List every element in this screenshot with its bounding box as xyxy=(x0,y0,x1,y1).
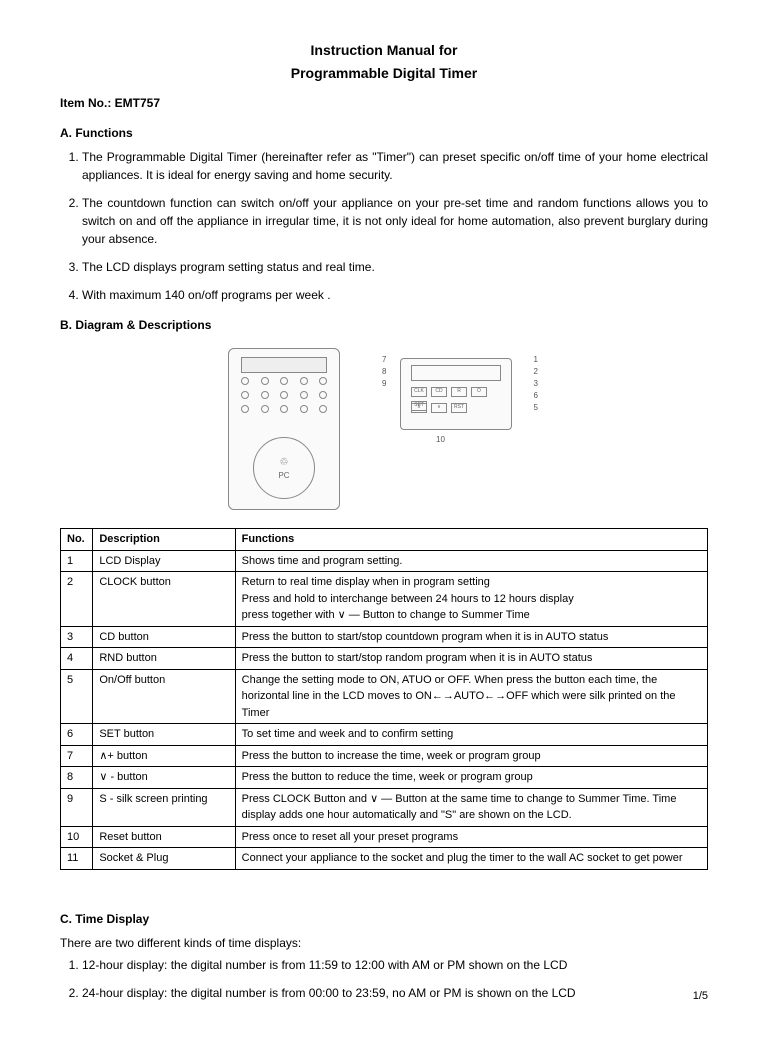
list-item: 12-hour display: the digital number is f… xyxy=(82,956,708,974)
socket-icon: ♲ PC xyxy=(253,437,315,499)
lcd-icon xyxy=(241,357,327,373)
time-list: 12-hour display: the digital number is f… xyxy=(60,956,708,1002)
time-intro: There are two different kinds of time di… xyxy=(60,934,708,952)
th-func: Functions xyxy=(235,529,707,551)
list-item: With maximum 140 on/off programs per wee… xyxy=(82,286,708,304)
th-desc: Description xyxy=(93,529,235,551)
item-number: Item No.: EMT757 xyxy=(60,94,708,112)
section-c-heading: C. Time Display xyxy=(60,910,708,928)
title-line2: Programmable Digital Timer xyxy=(60,63,708,84)
table-row: 8∨ - buttonPress the button to reduce th… xyxy=(61,767,708,789)
th-no: No. xyxy=(61,529,93,551)
table-row: 2CLOCK buttonReturn to real time display… xyxy=(61,572,708,627)
timer-panel-diagram: CLKCDROSET ∧∨RST 1 2 3 6 5 7 8 9 10 xyxy=(380,348,540,458)
list-item: The LCD displays program setting status … xyxy=(82,258,708,276)
table-row: 1LCD DisplayShows time and program setti… xyxy=(61,550,708,572)
table-row: 3CD buttonPress the button to start/stop… xyxy=(61,626,708,648)
table-row: 10Reset buttonPress once to reset all yo… xyxy=(61,826,708,848)
table-row: 4RND buttonPress the button to start/sto… xyxy=(61,648,708,670)
timer-front-diagram: ♲ PC xyxy=(228,348,340,510)
table-row: 5On/Off buttonChange the setting mode to… xyxy=(61,669,708,724)
table-row: 9S - silk screen printingPress CLOCK But… xyxy=(61,788,708,826)
description-table: No. Description Functions 1LCD DisplaySh… xyxy=(60,528,708,870)
list-item: The Programmable Digital Timer (hereinaf… xyxy=(82,148,708,184)
table-row: 11Socket & PlugConnect your appliance to… xyxy=(61,848,708,870)
section-a-heading: A. Functions xyxy=(60,124,708,142)
diagram-area: ♲ PC CLKCDROSET ∧∨RST 1 2 3 6 5 7 8 9 10 xyxy=(60,348,708,510)
page-number: 1/5 xyxy=(693,988,708,1005)
section-b-heading: B. Diagram & Descriptions xyxy=(60,316,708,334)
table-row: 7∧+ buttonPress the button to increase t… xyxy=(61,745,708,767)
title-line1: Instruction Manual for xyxy=(60,40,708,61)
functions-list: The Programmable Digital Timer (hereinaf… xyxy=(60,148,708,304)
table-row: 6SET buttonTo set time and week and to c… xyxy=(61,724,708,746)
list-item: The countdown function can switch on/off… xyxy=(82,194,708,248)
list-item: 24-hour display: the digital number is f… xyxy=(82,984,708,1002)
